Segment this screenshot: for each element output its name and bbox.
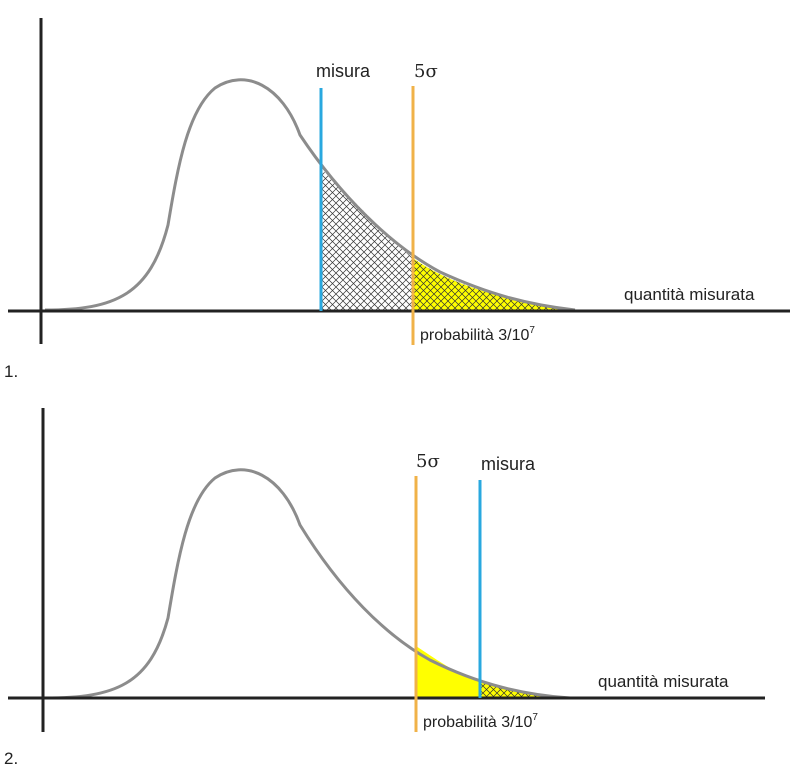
panel-2-number-label: 2.	[4, 749, 18, 768]
panel-2-hatched-region	[480, 681, 560, 698]
panel-1-measure-label: misura	[316, 61, 371, 81]
panel-1-number-label: 1.	[4, 362, 18, 381]
panel-1-distribution-curve	[44, 78, 576, 312]
panel-2-axis-label: quantità misurata	[598, 672, 729, 691]
panel-1: misura 5σ quantità misurata probabilità …	[4, 18, 790, 381]
panel-2-sigma-label: 5σ	[416, 451, 440, 472]
panel-2-probability-exponent: 7	[532, 712, 538, 723]
panel-1-yellow-tail-hatch	[413, 258, 575, 310]
panel-1-probability-exponent: 7	[529, 325, 535, 336]
panel-2-probability-label: probabilità 3/107	[423, 712, 538, 731]
panel-1-hatched-region	[320, 168, 413, 310]
panel-2-distribution-curve	[44, 468, 571, 700]
panel-1-probability-text: probabilità 3/10	[420, 327, 530, 344]
panel-2-yellow-tail	[416, 646, 480, 698]
panel-1-axis-label: quantità misurata	[624, 285, 755, 304]
panel-1-sigma-label: 5σ	[414, 61, 438, 82]
panel-2: 5σ misura quantità misurata probabilità …	[4, 408, 765, 768]
panel-1-probability-label: probabilità 3/107	[420, 325, 535, 344]
panel-2-measure-label: misura	[481, 454, 536, 474]
panel-2-probability-text: probabilità 3/10	[423, 714, 533, 731]
